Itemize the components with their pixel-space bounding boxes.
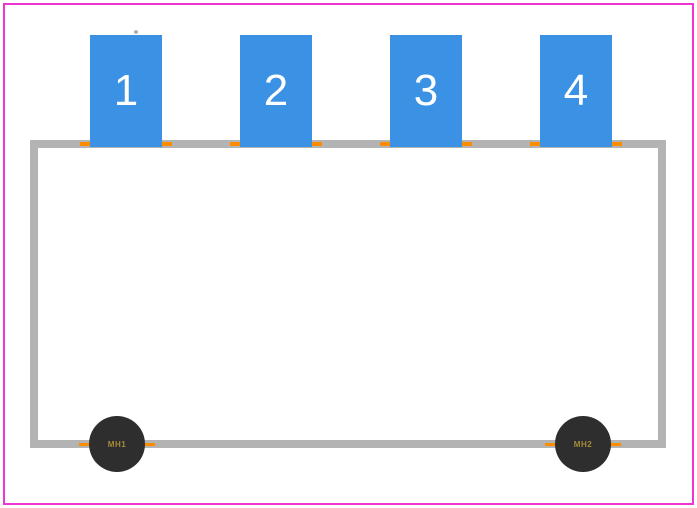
pad-4: 4 xyxy=(540,35,612,147)
mounting-hole-2: MH2 xyxy=(555,416,611,472)
hole-2-tab-right xyxy=(611,443,621,446)
pad-2-tab-left xyxy=(230,142,240,146)
pad-3-tab-left xyxy=(380,142,390,146)
hole-2-tab-left xyxy=(545,443,555,446)
silkscreen-left xyxy=(30,140,38,448)
pad-1-tab-right xyxy=(162,142,172,146)
pad-3: 3 xyxy=(390,35,462,147)
pad-4-tab-left xyxy=(530,142,540,146)
pad-4-tab-right xyxy=(612,142,622,146)
pin1-marker-dot xyxy=(134,30,138,34)
silkscreen-right xyxy=(658,140,666,448)
mounting-hole-1: MH1 xyxy=(89,416,145,472)
pad-3-tab-right xyxy=(462,142,472,146)
pad-2-tab-right xyxy=(312,142,322,146)
hole-1-tab-left xyxy=(79,443,89,446)
pad-1-tab-left xyxy=(80,142,90,146)
pad-1: 1 xyxy=(90,35,162,147)
pad-2: 2 xyxy=(240,35,312,147)
hole-1-tab-right xyxy=(145,443,155,446)
